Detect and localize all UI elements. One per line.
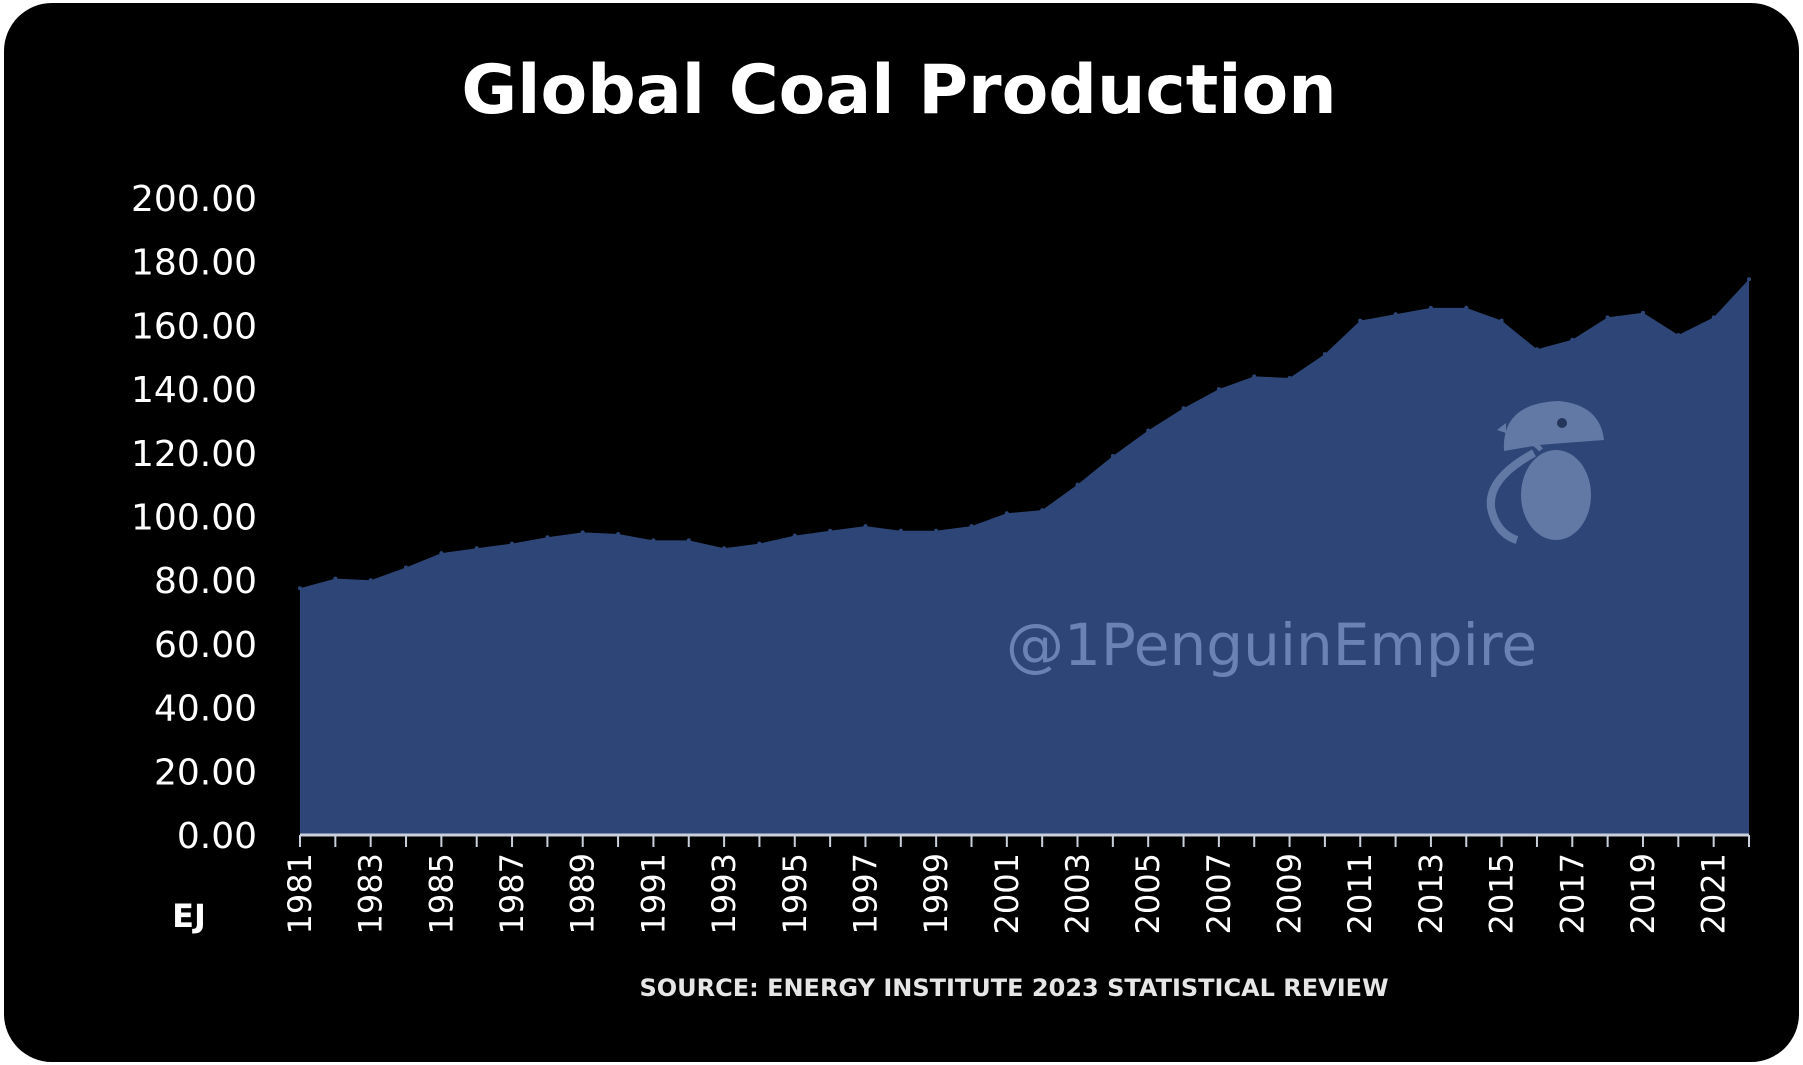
data-point xyxy=(651,538,656,543)
data-point xyxy=(1146,428,1151,433)
data-point xyxy=(1216,387,1221,392)
x-tick-label: 1989 xyxy=(564,853,602,934)
data-point xyxy=(863,524,868,529)
x-tick-label: 1987 xyxy=(493,853,531,934)
y-tick-label: 20.00 xyxy=(154,752,257,793)
x-tick-label: 2015 xyxy=(1483,853,1521,934)
data-point xyxy=(969,524,974,529)
data-point xyxy=(1428,305,1433,310)
x-tick-label: 1991 xyxy=(634,853,672,934)
data-point xyxy=(757,541,762,546)
x-tick-label: 1993 xyxy=(705,853,743,934)
data-point xyxy=(1322,352,1327,357)
data-point xyxy=(1181,406,1186,411)
area-chart: Global Coal Production 0.00 20.00 40.00 60.… xyxy=(131,51,1751,1002)
data-point xyxy=(1747,277,1751,282)
x-tick-label: 2007 xyxy=(1200,853,1238,934)
data-point xyxy=(1711,315,1716,320)
y-tick-label: 200.00 xyxy=(131,179,257,220)
source-note: SOURCE: ENERGY INSTITUTE 2023 STATISTICA… xyxy=(639,974,1388,1002)
chart-card: Global Coal Production 0.00 20.00 40.00 60.… xyxy=(4,3,1799,1062)
y-tick-label: 120.00 xyxy=(131,434,257,475)
x-tick-label: 2011 xyxy=(1341,853,1379,934)
x-tick-label: 1981 xyxy=(281,853,319,934)
data-point xyxy=(1004,511,1009,516)
x-tick-label: 2013 xyxy=(1412,853,1450,934)
x-tick-label: 2003 xyxy=(1059,853,1097,934)
data-point xyxy=(722,546,727,551)
data-point xyxy=(1570,337,1575,342)
x-axis xyxy=(299,833,1750,847)
x-tick-label: 2001 xyxy=(988,853,1026,934)
x-tick-label: 1997 xyxy=(846,853,884,934)
area-layer xyxy=(298,277,1751,835)
coal-production-area xyxy=(300,279,1749,835)
x-tick-label: 1995 xyxy=(776,853,814,934)
x-tick-label: 1999 xyxy=(917,853,955,934)
y-axis-ticks: 0.00 20.00 40.00 60.00 80.00 100.00 120.00 140.… xyxy=(131,179,257,857)
data-point xyxy=(1535,347,1539,352)
data-point xyxy=(1110,454,1115,458)
x-tick-label: 1983 xyxy=(352,853,390,934)
y-tick-label: 80.00 xyxy=(154,561,257,602)
data-point xyxy=(898,528,903,533)
penguin-logo-icon xyxy=(1486,401,1604,544)
data-point xyxy=(1641,310,1645,315)
y-unit-label: EJ xyxy=(172,897,206,935)
data-point xyxy=(545,535,550,540)
y-tick-label: 60.00 xyxy=(154,625,257,666)
data-point xyxy=(1040,508,1045,513)
data-point xyxy=(439,551,444,556)
data-point xyxy=(1252,374,1257,379)
y-tick-label: 40.00 xyxy=(154,689,257,730)
chart-title: Global Coal Production xyxy=(461,51,1336,130)
watermark-handle: @1PenguinEmpire xyxy=(1006,611,1537,679)
x-tick-label: 2019 xyxy=(1624,853,1662,934)
y-tick-label: 180.00 xyxy=(131,243,257,284)
data-point xyxy=(368,578,373,583)
data-point xyxy=(333,576,338,581)
data-point xyxy=(298,586,302,591)
data-point xyxy=(1393,312,1398,317)
data-point xyxy=(1075,482,1080,487)
data-point xyxy=(828,528,833,533)
x-tick-label: 2005 xyxy=(1129,853,1167,934)
y-tick-label: 100.00 xyxy=(131,498,257,539)
y-tick-label: 0.00 xyxy=(177,816,257,857)
x-tick-label: 2017 xyxy=(1553,853,1591,934)
data-point xyxy=(1676,333,1681,337)
x-tick-label: 2021 xyxy=(1695,853,1733,934)
x-tick-label: 1985 xyxy=(422,853,460,934)
data-point xyxy=(1605,315,1610,320)
data-point xyxy=(1499,318,1504,323)
data-point xyxy=(1358,318,1363,323)
data-point xyxy=(934,528,939,533)
data-point xyxy=(1287,376,1292,380)
data-point xyxy=(1464,305,1469,310)
data-point xyxy=(404,565,408,570)
y-tick-label: 140.00 xyxy=(131,370,257,411)
data-point xyxy=(686,538,691,543)
data-point xyxy=(792,533,797,538)
data-point xyxy=(616,532,621,536)
data-point xyxy=(474,546,479,551)
y-tick-label: 160.00 xyxy=(131,306,257,347)
x-tick-label: 2009 xyxy=(1271,853,1309,934)
data-point xyxy=(580,530,585,535)
x-axis-ticks: 1981 1983 1985 1987 1989 1991 1993 1995 1997 1999… xyxy=(281,853,1733,934)
data-point xyxy=(510,541,514,546)
